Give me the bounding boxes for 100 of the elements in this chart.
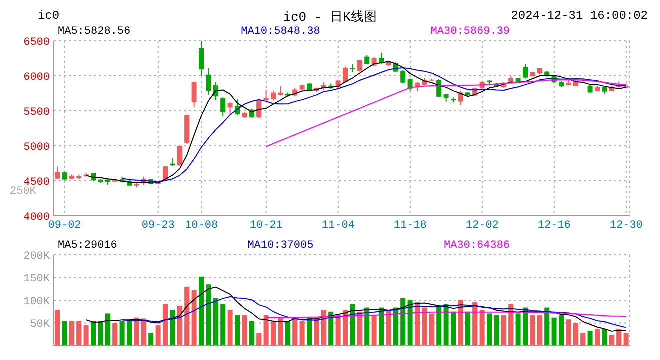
bar — [480, 310, 485, 346]
bar — [379, 308, 384, 346]
x-tick-label: 09-02 — [48, 220, 82, 232]
bar — [523, 308, 528, 346]
y-tick-label: 150K — [24, 274, 50, 286]
bar — [501, 316, 506, 346]
bar — [508, 304, 514, 346]
text: MA30:64386 — [444, 240, 510, 254]
bar — [256, 333, 262, 346]
bar — [321, 310, 326, 346]
bar — [141, 318, 146, 346]
bar — [213, 298, 218, 346]
candlestick — [264, 90, 269, 102]
text: 2024-12-31 16:00:02 — [511, 9, 648, 23]
bar — [458, 300, 464, 346]
candlestick — [364, 54, 370, 65]
bar — [602, 329, 608, 346]
bar — [566, 320, 572, 346]
bar — [62, 321, 68, 346]
text: MA5:29016 — [58, 240, 118, 254]
bar — [170, 310, 176, 346]
y-tick-label: 6000 — [24, 72, 50, 84]
line-series — [86, 286, 627, 332]
candlestick — [177, 146, 182, 166]
candlestick — [400, 70, 406, 84]
bar — [120, 321, 125, 346]
bar — [156, 326, 161, 346]
bar — [444, 304, 449, 346]
bar — [559, 316, 564, 346]
bar — [429, 314, 434, 346]
bar — [415, 302, 420, 346]
y-tick-label: 50K — [30, 319, 50, 332]
bar — [537, 316, 542, 346]
bar — [516, 314, 521, 346]
bar — [408, 300, 413, 346]
candlestick — [220, 97, 226, 118]
bar — [278, 318, 284, 346]
bar — [271, 321, 276, 346]
bar — [249, 321, 254, 346]
bar — [148, 333, 154, 346]
candlestick — [192, 82, 197, 108]
line-series — [122, 296, 627, 328]
text: 250K — [10, 186, 36, 198]
candlestick — [458, 90, 464, 106]
bar — [134, 318, 140, 346]
y-tick-label: 5500 — [24, 106, 50, 119]
bar — [552, 318, 557, 346]
x-tick-label: 12-30 — [610, 220, 643, 232]
y-tick-label: 6500 — [24, 36, 50, 49]
bar — [199, 276, 204, 346]
bar — [127, 321, 132, 346]
bar — [285, 321, 290, 346]
bar — [609, 335, 614, 346]
bar — [91, 321, 96, 346]
bar — [84, 326, 89, 346]
bar — [372, 316, 377, 346]
text: MA5:5828.56 — [58, 26, 131, 40]
bar — [616, 329, 622, 346]
bar — [112, 323, 118, 346]
candlestick — [343, 66, 348, 84]
bar — [436, 306, 442, 346]
bar — [55, 310, 60, 346]
bar — [192, 290, 197, 346]
bar — [336, 316, 341, 346]
bar — [163, 304, 168, 346]
bar — [76, 321, 82, 346]
bar — [544, 308, 550, 346]
bar — [393, 308, 398, 346]
candlestick — [55, 166, 60, 180]
bar — [624, 333, 629, 346]
x-tick-label: 12-16 — [538, 220, 571, 232]
bar — [307, 318, 312, 346]
x-tick-label: 10-21 — [250, 220, 284, 232]
bar — [300, 321, 305, 346]
bar — [472, 302, 478, 346]
bar — [220, 304, 226, 346]
candlestick — [228, 102, 233, 114]
bar — [595, 329, 600, 346]
bar — [328, 312, 334, 346]
bar — [69, 321, 74, 346]
bar — [386, 310, 392, 346]
bar — [487, 314, 492, 346]
bar — [465, 312, 470, 346]
bar — [573, 323, 578, 346]
bar — [350, 304, 356, 346]
x-tick-label: 09-23 — [142, 220, 175, 232]
y-tick-label: 4000 — [24, 212, 50, 224]
bar — [228, 310, 233, 346]
text: MA10:5848.38 — [241, 26, 320, 40]
bar — [264, 316, 269, 346]
bar — [343, 310, 348, 346]
candlestick — [523, 64, 528, 80]
text: MA10:37005 — [248, 240, 314, 254]
bar — [357, 312, 362, 346]
x-tick-label: 12-02 — [466, 220, 499, 232]
bar — [314, 318, 320, 346]
bar — [177, 306, 182, 346]
x-tick-label: 11-04 — [322, 220, 356, 232]
bar — [184, 286, 190, 346]
y-tick-label: 100K — [24, 296, 50, 308]
